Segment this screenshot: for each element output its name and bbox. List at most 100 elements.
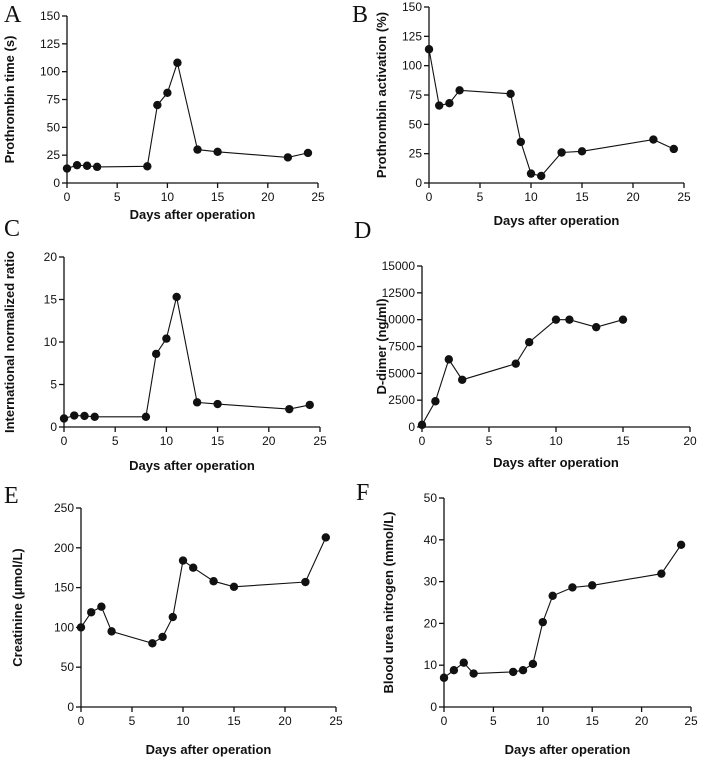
- y-tick-label: 15000: [382, 259, 416, 273]
- data-point: [193, 145, 202, 154]
- data-point: [548, 591, 557, 601]
- data-point: [551, 315, 561, 324]
- x-tick-label: 5: [114, 190, 121, 204]
- data-point: [537, 171, 546, 181]
- data-point: [162, 334, 171, 343]
- data-point: [657, 569, 666, 578]
- y-tick-label: 0: [50, 420, 57, 434]
- y-tick-label: 150: [402, 0, 422, 14]
- x-tick-label: 15: [586, 714, 600, 728]
- series-line: [443, 544, 682, 679]
- data-point: [577, 147, 587, 156]
- data-point: [163, 88, 172, 98]
- panel-a: A 0 25 50 75 100 125 150 0 5 10 15 20 25 Days after op…: [2, 2, 325, 222]
- data-point: [516, 137, 525, 147]
- y-tick-label: 7500: [388, 340, 415, 354]
- data-point: [148, 639, 157, 648]
- y-tick-label: 10: [424, 658, 438, 672]
- y-tick-label: 30: [424, 575, 438, 589]
- x-tick-label: 0: [64, 190, 71, 204]
- x-tick-label: 0: [419, 434, 426, 448]
- x-tick-label: 20: [683, 434, 697, 448]
- x-tick-label: 15: [227, 714, 241, 728]
- data-point: [70, 411, 79, 420]
- data-point: [168, 612, 177, 622]
- panel-letter: E: [4, 483, 19, 509]
- data-point: [424, 45, 434, 54]
- y-tick-label: 25: [47, 148, 61, 162]
- data-point: [592, 322, 601, 332]
- data-point: [301, 577, 310, 587]
- x-axis-title: Days after operation: [129, 458, 255, 473]
- panel-c: C 0 5 10 15 20 0 5 10 15 20 25 Days after operation I…: [2, 216, 327, 473]
- x-tick-label: 0: [426, 190, 433, 204]
- x-tick-label: 20: [278, 714, 292, 728]
- data-point: [435, 101, 444, 110]
- y-tick-label: 0: [53, 176, 60, 190]
- x-tick-label: 15: [575, 190, 589, 204]
- data-point: [209, 577, 218, 586]
- data-point: [565, 315, 574, 324]
- x-tick-label: 10: [549, 434, 563, 448]
- y-axis-title: International normalized ratio: [2, 251, 17, 433]
- y-tick-label: 50: [61, 660, 75, 674]
- y-tick-label: 5000: [388, 366, 415, 380]
- x-tick-label: 0: [61, 434, 68, 448]
- panel-d: D 0 2500 5000 7500 10000 12500 15000 0 5 10 15 20 Day…: [354, 218, 697, 470]
- data-point: [80, 411, 89, 421]
- y-tick-label: 100: [40, 65, 60, 79]
- data-point: [87, 608, 96, 617]
- panel-letter: B: [352, 2, 368, 28]
- panel-letter: F: [356, 480, 369, 506]
- data-point: [90, 412, 99, 421]
- data-point: [458, 375, 467, 384]
- y-tick-label: 0: [430, 700, 437, 714]
- data-point: [538, 617, 547, 627]
- data-point: [618, 315, 628, 324]
- data-point: [59, 414, 69, 423]
- panel-letter: C: [4, 216, 20, 242]
- data-point: [431, 397, 440, 406]
- x-tick-label: 5: [129, 714, 136, 728]
- x-tick-label: 5: [112, 434, 119, 448]
- x-axis-title: Days after operation: [146, 742, 272, 757]
- data-point: [518, 666, 528, 675]
- data-point: [459, 658, 468, 667]
- y-tick-label: 0: [67, 700, 74, 714]
- y-tick-label: 200: [54, 541, 74, 555]
- x-tick-label: 25: [684, 714, 698, 728]
- data-point: [303, 148, 313, 158]
- y-tick-label: 75: [409, 88, 423, 102]
- data-point: [213, 147, 222, 157]
- x-tick-label: 10: [176, 714, 190, 728]
- data-point: [143, 162, 152, 171]
- data-point: [172, 292, 181, 302]
- x-tick-label: 5: [477, 190, 484, 204]
- y-tick-label: 5: [50, 378, 57, 392]
- data-point: [506, 89, 515, 99]
- y-tick-label: 12500: [382, 286, 416, 300]
- x-axis-title: Days after operation: [493, 455, 619, 470]
- x-tick-label: 20: [635, 714, 649, 728]
- data-point: [444, 355, 453, 364]
- x-tick-label: 10: [524, 190, 538, 204]
- data-point: [417, 420, 427, 430]
- data-point: [189, 563, 198, 572]
- series-line: [428, 49, 675, 177]
- x-tick-label: 25: [313, 434, 327, 448]
- data-point: [97, 602, 106, 611]
- data-point: [151, 349, 161, 359]
- x-tick-label: 0: [78, 714, 85, 728]
- data-point: [469, 669, 478, 678]
- data-point: [439, 673, 449, 682]
- data-point: [508, 667, 518, 677]
- data-point: [107, 627, 116, 636]
- data-point: [588, 581, 597, 590]
- y-tick-label: 75: [47, 93, 61, 107]
- data-point: [173, 58, 182, 67]
- data-point: [213, 399, 222, 409]
- y-tick-label: 50: [47, 120, 61, 134]
- data-point: [82, 161, 92, 170]
- y-tick-label: 10000: [382, 313, 416, 327]
- x-tick-label: 15: [616, 434, 630, 448]
